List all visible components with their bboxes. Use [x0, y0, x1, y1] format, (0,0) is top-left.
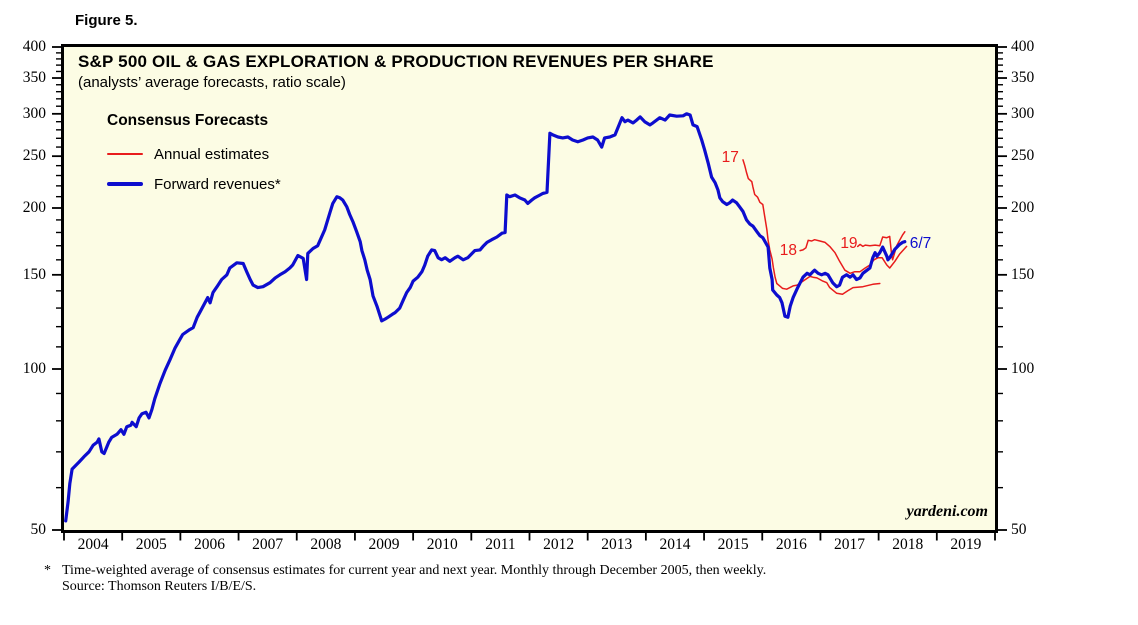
legend-item-label: Annual estimates: [154, 145, 270, 163]
x-axis-year-label: 2014: [659, 536, 691, 553]
annotation-67: 6/7: [909, 235, 932, 253]
y-axis-label-right: 350: [1011, 69, 1035, 87]
y-axis-label-left: 300: [22, 104, 46, 122]
legend-heading: Consensus Forecasts: [107, 112, 269, 129]
x-axis-year-label: 2012: [543, 536, 575, 553]
watermark: yardeni.com: [906, 503, 988, 520]
x-axis-year-label: 2011: [485, 536, 516, 553]
x-axis-year-label: 2016: [775, 536, 807, 553]
x-axis-year-label: 2004: [77, 536, 109, 553]
x-axis-year-label: 2013: [601, 536, 633, 553]
y-axis-label-left: 350: [22, 69, 46, 87]
annotation-18: 18: [779, 242, 798, 260]
x-axis-year-label: 2006: [193, 536, 225, 553]
x-axis-year-label: 2009: [368, 536, 400, 553]
legend-item: Forward revenues*: [107, 169, 281, 199]
x-axis-year-label: 2018: [892, 536, 924, 553]
y-axis-label-left: 400: [22, 38, 46, 55]
y-axis-label-right: 50: [1011, 521, 1027, 538]
x-axis-year-label: 2008: [310, 536, 342, 553]
y-axis-label-right: 250: [1011, 147, 1035, 165]
forward-revenues-line-swatch: [107, 182, 143, 186]
x-axis-year-label: 2019: [950, 536, 982, 553]
y-axis-label-left: 100: [22, 360, 46, 377]
legend: Consensus Forecasts Annual estimates Forw…: [107, 112, 281, 199]
footnote-line-1: Time-weighted average of consensus estim…: [62, 563, 767, 578]
legend-item-label: Forward revenues*: [154, 175, 281, 193]
annotation-17: 17: [721, 149, 739, 167]
chart-subtitle: (analysts’ average forecasts, ratio scal…: [78, 74, 346, 91]
annual-estimates-line-swatch: [107, 153, 143, 155]
x-axis-year-label: 2017: [834, 536, 866, 553]
y-axis-label-right: 150: [1011, 265, 1035, 283]
y-axis-label-right: 100: [1011, 360, 1035, 377]
y-axis-label-right: 400: [1011, 38, 1035, 55]
footnote: * Time-weighted average of consensus est…: [44, 563, 766, 595]
y-axis-label-right: 300: [1011, 104, 1035, 122]
footnote-line-2: Source: Thomson Reuters I/B/E/S.: [62, 579, 257, 594]
x-axis-year-label: 2005: [135, 536, 167, 553]
y-axis-label-left: 200: [22, 199, 46, 216]
x-axis-year-label: 2010: [426, 536, 458, 553]
legend-item: Annual estimates: [107, 139, 281, 169]
legend-items: Annual estimates Forward revenues*: [107, 139, 281, 199]
y-axis-label-left: 250: [22, 147, 46, 165]
x-axis-year-label: 2007: [252, 536, 284, 553]
y-axis-label-right: 200: [1011, 199, 1035, 216]
x-axis-year-label: 2015: [717, 536, 749, 553]
footnote-marker: *: [44, 563, 51, 578]
y-axis-label-left: 50: [30, 521, 47, 538]
y-axis-label-left: 150: [22, 265, 46, 283]
figure-label: Figure 5.: [75, 12, 138, 29]
chart-title: S&P 500 OIL & GAS EXPLORATION & PRODUCTI…: [78, 52, 714, 71]
annotation-19: 19: [840, 235, 858, 253]
